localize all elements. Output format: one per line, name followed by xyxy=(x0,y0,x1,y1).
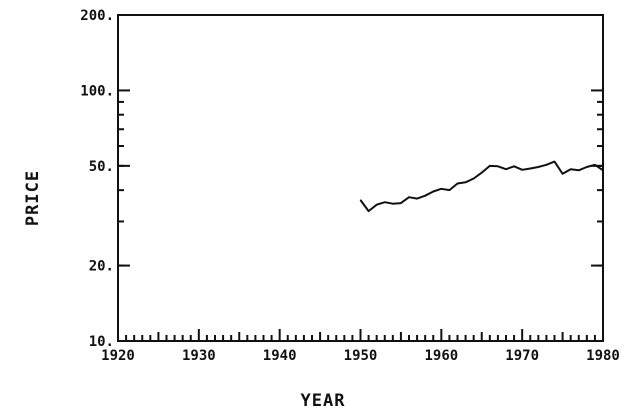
data-point xyxy=(513,165,515,167)
x-tick-label: 1920 xyxy=(101,348,135,364)
x-tick-label: 1940 xyxy=(263,348,297,364)
major-ticks xyxy=(117,14,604,342)
y-tick-label: 50. xyxy=(89,159,114,175)
data-point xyxy=(432,190,434,193)
data-point xyxy=(570,168,572,170)
data-point xyxy=(440,188,442,190)
y-tick-labels: 10. 20. 50. 100. 200. xyxy=(80,8,114,350)
y-tick-label: 20. xyxy=(89,259,114,275)
data-point xyxy=(448,189,450,191)
x-tick-label: 1950 xyxy=(344,348,378,364)
series-line xyxy=(359,160,604,213)
data-point xyxy=(359,199,362,201)
data-point xyxy=(529,167,531,170)
data-point xyxy=(384,201,386,203)
series-layer xyxy=(359,160,604,213)
data-point xyxy=(400,202,402,204)
data-point xyxy=(553,161,556,163)
data-point xyxy=(562,173,564,175)
data-point xyxy=(489,165,491,167)
data-point xyxy=(416,198,418,200)
x-tick-label: 1960 xyxy=(424,348,458,364)
y-axis-title: PRICE xyxy=(23,170,43,226)
data-point xyxy=(456,182,459,185)
x-tick-labels: 1920 1930 1940 1950 1960 1970 1980 xyxy=(101,348,620,364)
y-tick-label: 10. xyxy=(89,334,114,350)
x-axis-title: YEAR xyxy=(301,391,346,411)
data-point xyxy=(537,166,539,168)
data-point xyxy=(481,172,483,174)
data-point xyxy=(586,166,588,168)
data-point xyxy=(424,195,426,197)
data-point xyxy=(505,168,507,170)
y-tick-label: 200. xyxy=(80,8,114,24)
minor-ticks xyxy=(118,100,603,341)
data-point xyxy=(368,210,370,212)
x-tick-label: 1930 xyxy=(182,348,216,364)
data-point xyxy=(578,169,580,171)
x-tick-label: 1970 xyxy=(505,348,539,364)
data-point xyxy=(602,169,604,171)
y-tick-label: 100. xyxy=(80,83,114,99)
data-point xyxy=(376,204,378,206)
data-point xyxy=(392,203,394,205)
data-point xyxy=(465,181,467,183)
data-point xyxy=(521,169,523,171)
x-tick-label: 1980 xyxy=(586,348,620,364)
data-point xyxy=(545,164,548,166)
plot-frame xyxy=(117,14,604,342)
data-point xyxy=(594,164,596,166)
data-point xyxy=(408,196,410,198)
data-point xyxy=(473,177,475,180)
data-point xyxy=(497,165,499,167)
